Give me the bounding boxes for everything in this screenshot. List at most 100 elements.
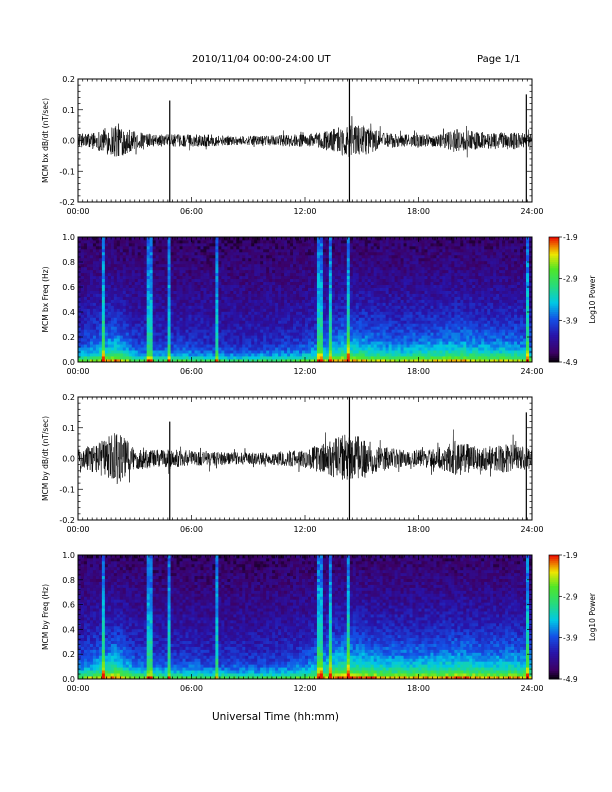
heat-cell xyxy=(340,305,345,309)
heat-cell xyxy=(143,326,148,330)
heat-cell xyxy=(367,347,372,351)
heat-cell xyxy=(355,326,360,330)
heat-cell xyxy=(209,350,213,354)
heat-cell xyxy=(182,257,186,262)
heat-cell xyxy=(227,248,231,253)
heat-cell xyxy=(337,335,342,339)
heat-cell xyxy=(278,251,282,256)
heat-cell xyxy=(236,257,240,262)
heat-cell xyxy=(302,326,306,330)
heat-cell xyxy=(278,290,282,294)
heat-cell xyxy=(134,338,139,342)
heat-cell xyxy=(406,260,410,265)
heat-cell xyxy=(140,332,145,336)
heat-cell xyxy=(176,237,180,241)
heat-cell xyxy=(263,254,267,259)
heat-cell xyxy=(215,245,219,250)
heat-cell xyxy=(143,347,148,351)
heat-cell xyxy=(307,281,312,286)
heat-cell xyxy=(272,305,276,309)
heat-cell xyxy=(230,356,234,360)
heat-cell xyxy=(340,278,345,283)
heat-cell xyxy=(379,353,384,357)
heat-cell xyxy=(293,299,297,303)
heat-cell xyxy=(269,332,273,336)
heat-cell xyxy=(173,353,177,357)
heat-cell xyxy=(101,257,106,262)
heat-cell xyxy=(191,248,195,253)
heat-cell xyxy=(110,278,115,283)
heat-cell xyxy=(134,248,139,253)
heat-cell xyxy=(95,251,100,256)
heat-cell xyxy=(158,353,163,357)
heat-cell xyxy=(83,296,88,300)
heat-cell xyxy=(331,299,336,303)
heat-cell xyxy=(185,296,189,300)
heat-cell xyxy=(134,359,139,363)
heat-cell xyxy=(302,311,306,315)
heat-cell xyxy=(113,239,118,244)
heat-cell xyxy=(98,359,103,363)
heat-cell xyxy=(310,317,315,321)
heat-cell xyxy=(155,335,160,339)
heat-cell xyxy=(260,278,264,283)
heat-cell xyxy=(340,275,345,280)
heat-cell xyxy=(188,314,192,318)
heat-cell xyxy=(313,356,318,360)
heat-cell xyxy=(391,326,396,330)
heat-cell xyxy=(179,323,183,327)
heat-cell xyxy=(215,293,219,297)
heat-cell xyxy=(287,257,291,262)
heat-cell xyxy=(122,323,127,327)
heat-cell xyxy=(316,266,321,271)
heat-cell xyxy=(331,272,336,277)
heat-cell xyxy=(176,314,180,318)
heat-cell xyxy=(391,269,396,274)
heat-cell xyxy=(197,302,201,306)
heat-cell xyxy=(388,290,393,294)
heat-cell xyxy=(128,332,133,336)
heat-cell xyxy=(409,353,413,357)
heat-cell xyxy=(284,329,288,333)
heat-cell xyxy=(373,326,378,330)
heat-cell xyxy=(334,237,339,241)
heat-cell xyxy=(373,320,378,324)
heat-cell xyxy=(167,314,171,318)
heat-cell xyxy=(305,341,309,345)
heat-cell xyxy=(316,356,321,360)
heat-cell xyxy=(113,317,118,321)
heat-cell xyxy=(400,254,404,259)
heat-cell xyxy=(385,245,390,250)
heat-cell xyxy=(161,290,166,294)
heat-cell xyxy=(251,329,255,333)
heat-cell xyxy=(149,275,154,280)
heat-cell xyxy=(355,341,360,345)
heat-cell xyxy=(248,293,252,297)
heat-cell xyxy=(334,350,339,354)
heat-cell xyxy=(230,237,234,241)
heat-cell xyxy=(242,248,246,253)
heat-cell xyxy=(161,278,166,283)
heat-cell xyxy=(101,353,106,357)
heat-cell xyxy=(376,302,381,306)
heat-cell xyxy=(197,248,201,253)
heat-cell xyxy=(248,323,252,327)
heat-cell xyxy=(373,272,378,277)
heat-cell xyxy=(388,242,393,247)
heat-cell xyxy=(266,320,270,324)
heat-cell xyxy=(176,311,180,315)
heat-cell xyxy=(215,302,219,306)
heat-cell xyxy=(80,245,85,250)
heat-cell xyxy=(346,290,351,294)
heat-cell xyxy=(227,296,231,300)
heat-cell xyxy=(269,359,273,363)
heat-cell xyxy=(290,320,294,324)
heat-cell xyxy=(322,287,327,291)
heat-cell xyxy=(173,281,177,286)
heat-cell xyxy=(328,245,333,250)
heat-cell xyxy=(242,251,246,256)
heat-cell xyxy=(263,269,267,274)
heat-cell xyxy=(116,305,121,309)
heat-cell xyxy=(358,356,363,360)
heat-cell xyxy=(98,338,103,342)
